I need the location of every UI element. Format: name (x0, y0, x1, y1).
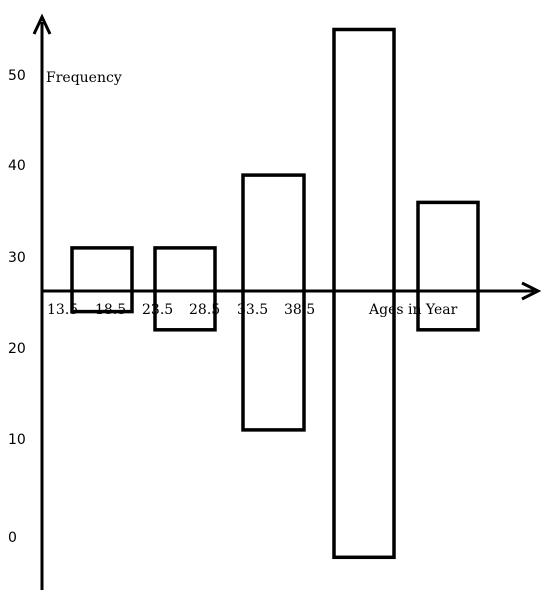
bar (332, 27, 396, 560)
y-tick-label: 0 (8, 530, 17, 546)
x-tick-labels: 13.5 18.5 23.5 28.5 33.5 38.5 (47, 302, 315, 318)
bar (241, 173, 306, 432)
y-tick-label: 20 (8, 341, 26, 357)
y-tick-label: 10 (8, 432, 26, 448)
x-tick-label: 13.5 (47, 302, 78, 318)
y-tick-labels: 50 40 30 20 10 0 (8, 68, 26, 546)
y-tick-label: 40 (8, 158, 26, 174)
x-tick-label: 38.5 (284, 302, 315, 318)
bar (70, 246, 134, 314)
bars (70, 27, 480, 560)
y-tick-label: 30 (8, 250, 26, 266)
x-axis-label: Ages in Year (368, 302, 458, 318)
y-axis-arrow (32, 13, 52, 35)
y-axis-label: Frequency (46, 70, 122, 86)
axes (32, 13, 542, 590)
y-tick-label: 50 (8, 68, 26, 84)
x-tick-label: 28.5 (189, 302, 220, 318)
x-tick-label: 18.5 (95, 302, 126, 318)
x-axis-arrow (521, 281, 542, 301)
bar (416, 200, 480, 332)
x-tick-label: 23.5 (142, 302, 173, 318)
bar (153, 246, 217, 332)
x-tick-label: 33.5 (237, 302, 268, 318)
